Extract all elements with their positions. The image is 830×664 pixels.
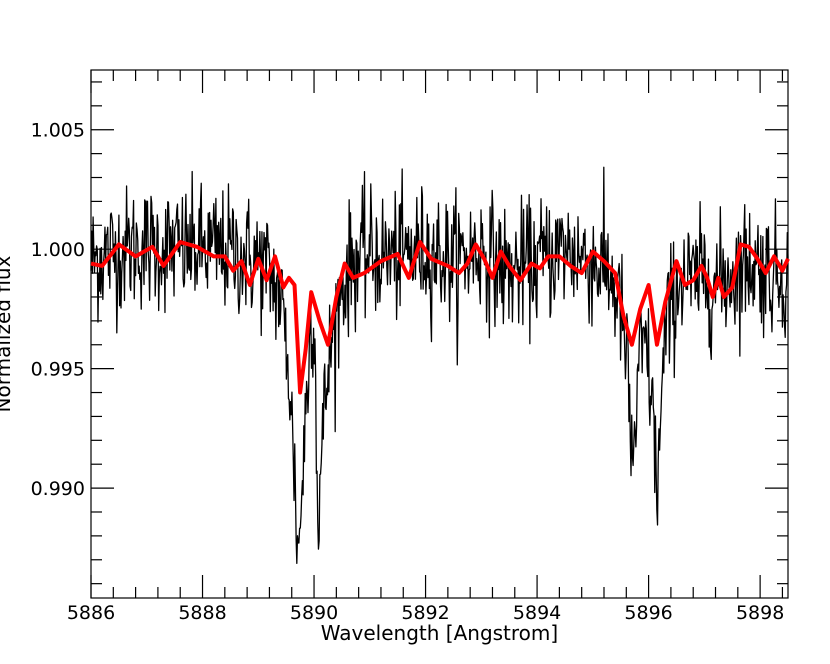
x-tick-label: 5892 bbox=[401, 602, 449, 624]
y-tick-label: 1.005 bbox=[31, 120, 85, 142]
x-axis-ticks: 5886 5888 5890 5892 5894 5896 5898 bbox=[67, 70, 784, 624]
y-tick-label: 1.000 bbox=[31, 239, 85, 261]
series-layer bbox=[90, 166, 790, 565]
plot-frame bbox=[90, 69, 789, 599]
observed-spectrum-line bbox=[90, 166, 789, 565]
x-tick-label: 5886 bbox=[67, 602, 115, 624]
x-tick-label: 5890 bbox=[290, 602, 338, 624]
y-tick-label: 0.990 bbox=[31, 478, 85, 500]
y-tick-label: 0.995 bbox=[31, 359, 85, 381]
model-spectrum-line bbox=[90, 240, 790, 395]
y-axis-ticks: 0.990 0.995 1.000 1.005 bbox=[31, 81, 788, 585]
x-tick-label: 5888 bbox=[178, 602, 226, 624]
x-tick-label: 5896 bbox=[624, 602, 672, 624]
y-axis-label: Normalized flux bbox=[0, 255, 15, 412]
x-tick-label: 5894 bbox=[513, 602, 561, 624]
x-tick-label: 5898 bbox=[736, 602, 784, 624]
x-axis-label: Wavelength [Angstrom] bbox=[321, 621, 558, 645]
